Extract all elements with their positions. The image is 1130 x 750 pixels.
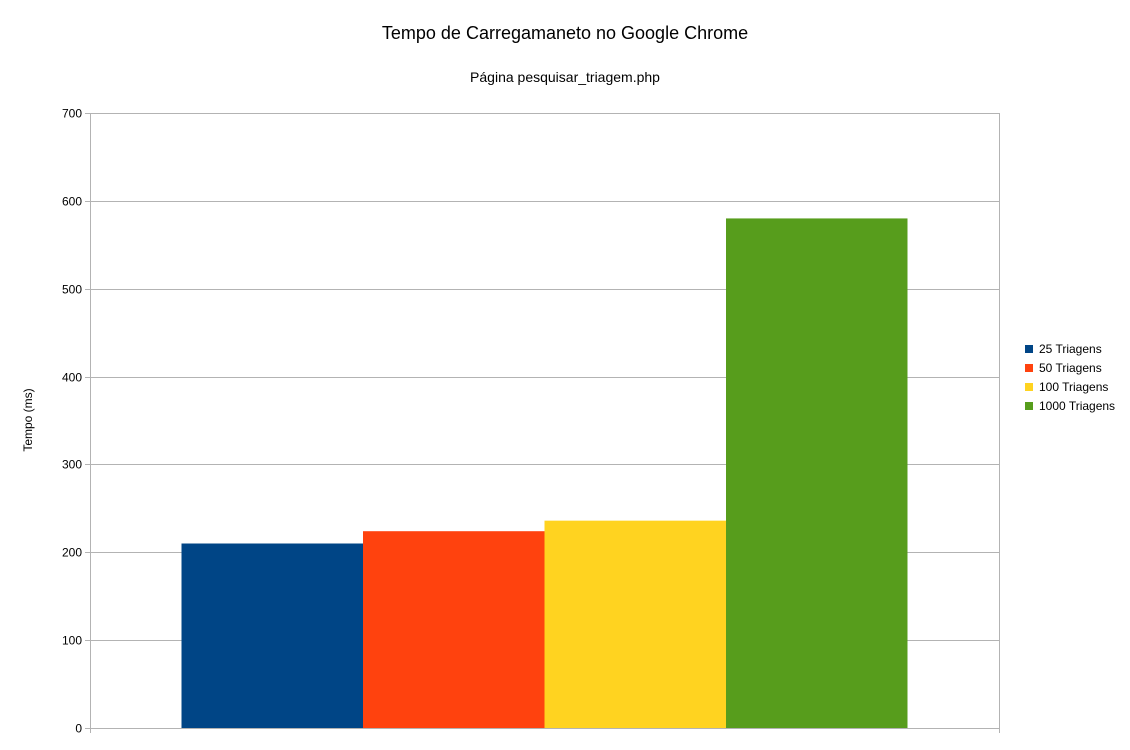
legend-label: 25 Triagens bbox=[1039, 341, 1102, 356]
y-tick-label: 200 bbox=[62, 546, 82, 560]
plot-area: 0 100 200 300 400 500 600 700 bbox=[62, 107, 1000, 736]
legend-label: 50 Triagens bbox=[1039, 360, 1102, 375]
legend-swatch bbox=[1025, 382, 1033, 391]
bar bbox=[181, 543, 363, 728]
legend-swatch bbox=[1025, 401, 1033, 410]
bar bbox=[544, 520, 726, 728]
legend-label: 100 Triagens bbox=[1039, 379, 1109, 394]
legend-swatch bbox=[1025, 344, 1033, 353]
y-tick-label: 700 bbox=[62, 107, 82, 121]
y-tick-label: 0 bbox=[75, 722, 82, 736]
legend-item: 1000 Triagens bbox=[1025, 396, 1115, 415]
y-tick-label: 400 bbox=[62, 371, 82, 385]
bar bbox=[363, 531, 545, 728]
y-tick-label: 600 bbox=[62, 195, 82, 209]
legend-swatch bbox=[1025, 363, 1033, 372]
legend-item: 100 Triagens bbox=[1025, 377, 1115, 396]
legend-label: 1000 Triagens bbox=[1039, 398, 1116, 413]
legend-item: 50 Triagens bbox=[1025, 358, 1115, 377]
legend: 25 Triagens 50 Triagens 100 Triagens 100… bbox=[1025, 339, 1115, 415]
y-tick-label: 300 bbox=[62, 458, 82, 472]
chart-title: Tempo de Carregamaneto no Google Chrome bbox=[381, 23, 749, 43]
chart-subtitle: Página pesquisar_triagem.php bbox=[470, 69, 660, 85]
y-tick-label: 100 bbox=[62, 634, 82, 648]
bar bbox=[726, 218, 908, 728]
y-tick-label: 500 bbox=[62, 283, 82, 297]
legend-item: 25 Triagens bbox=[1025, 339, 1115, 358]
